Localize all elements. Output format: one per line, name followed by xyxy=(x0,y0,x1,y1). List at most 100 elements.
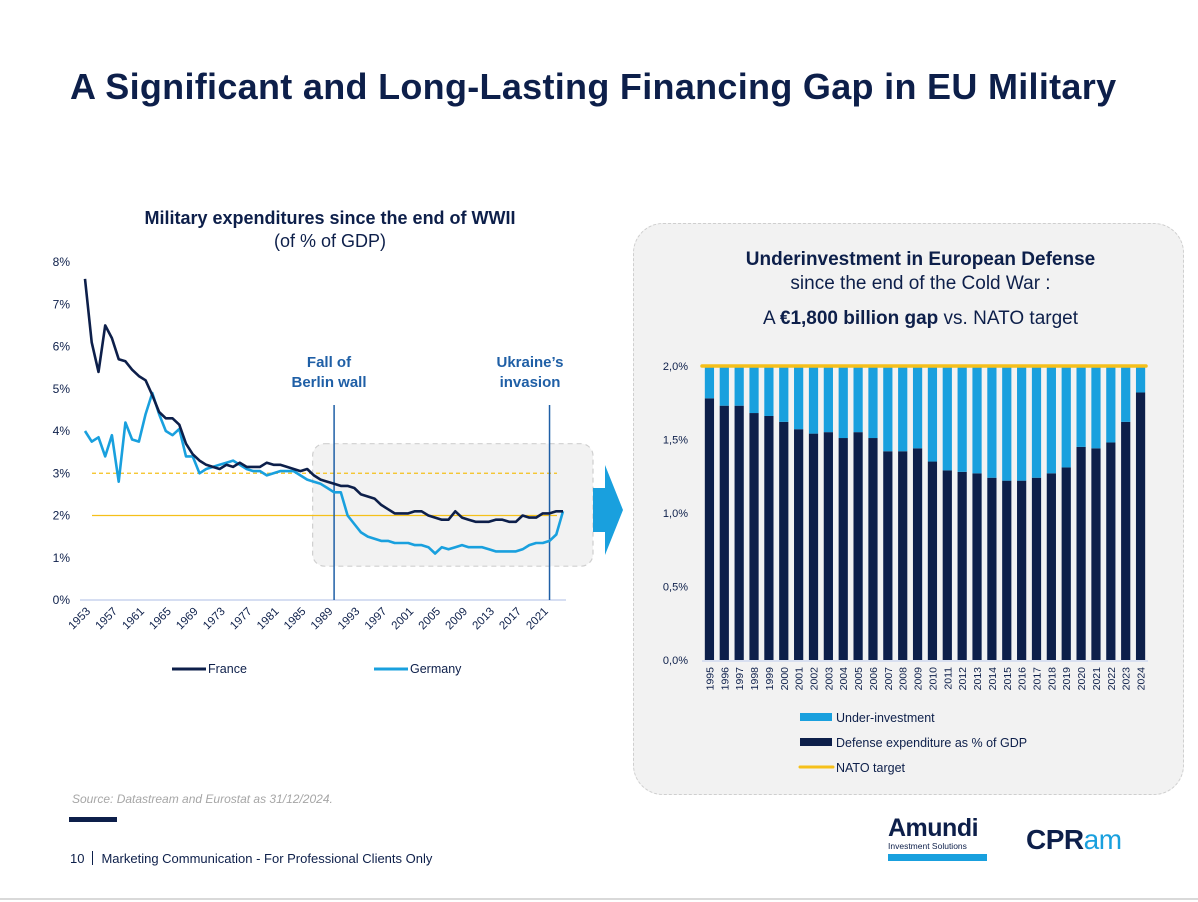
y-tick-label: 1% xyxy=(53,551,71,565)
bar-underinvestment xyxy=(883,366,893,452)
bar-y-tick-label: 0,5% xyxy=(663,582,688,594)
bar-underinvestment xyxy=(734,366,744,406)
bar-underinvestment xyxy=(704,366,715,399)
page-number: 10 xyxy=(70,851,85,866)
x-tick-label: 1957 xyxy=(93,606,120,633)
bar-defense xyxy=(927,461,938,660)
gap-statement: A €1,800 billion gap vs. NATO target xyxy=(633,308,1198,330)
bar-y-tick-label: 2,0% xyxy=(663,361,688,373)
bar-defense xyxy=(972,473,982,660)
cpram-logo-part2: am xyxy=(1083,824,1122,855)
bar-x-tick-label: 2015 xyxy=(1002,667,1014,691)
bar-underinvestment xyxy=(719,366,729,406)
bar-defense xyxy=(1135,392,1146,660)
series-line-germany xyxy=(83,391,565,555)
bar-chart-title: Underinvestment in European Defense sinc… xyxy=(633,248,1198,296)
bar-defense xyxy=(1106,442,1116,660)
accent-bar xyxy=(69,817,117,822)
bar-defense xyxy=(734,405,744,660)
y-tick-label: 6% xyxy=(53,340,71,354)
x-tick-label: 1953 xyxy=(67,606,94,633)
bar-legend-label: NATO target xyxy=(836,761,906,775)
bar-x-tick-label: 2016 xyxy=(1017,667,1029,691)
x-tick-label: 2001 xyxy=(390,606,417,633)
y-tick-label: 2% xyxy=(53,509,71,523)
amundi-logo-sub: Investment Solutions xyxy=(888,841,967,851)
gap-suffix: vs. NATO target xyxy=(938,308,1079,329)
bar-x-tick-label: 2007 xyxy=(883,667,895,691)
x-tick-label: 1981 xyxy=(255,606,282,633)
bar-chart-subtitle: since the end of the Cold War : xyxy=(790,273,1051,294)
bar-x-tick-label: 2012 xyxy=(957,667,969,691)
bar-y-tick-label: 1,0% xyxy=(663,508,688,520)
bar-x-tick-label: 1997 xyxy=(734,667,746,691)
bar-underinvestment xyxy=(1017,366,1027,481)
bar-x-tick-label: 2022 xyxy=(1106,667,1118,691)
legend-label-france: France xyxy=(208,662,247,676)
bar-underinvestment xyxy=(927,366,938,462)
page-title: A Significant and Long-Lasting Financing… xyxy=(70,66,1117,107)
bar-x-tick-label: 2006 xyxy=(868,667,880,691)
bar-x-tick-label: 2009 xyxy=(913,667,925,691)
amundi-logo: Amundi Investment Solutions xyxy=(888,815,987,861)
bar-underinvestment xyxy=(912,366,923,449)
bar-defense xyxy=(942,470,952,660)
x-tick-label: 1985 xyxy=(282,606,309,633)
bar-defense xyxy=(1017,480,1027,660)
bar-underinvestment xyxy=(1061,366,1071,468)
legend-label-germany: Germany xyxy=(410,662,462,676)
bar-defense xyxy=(987,477,997,660)
bar-defense xyxy=(1031,477,1042,660)
y-tick-label: 3% xyxy=(53,466,71,480)
x-tick-label: 1977 xyxy=(228,606,255,633)
bar-underinvestment xyxy=(1002,366,1012,481)
bar-underinvestment xyxy=(972,366,982,474)
line-chart-title-bold: Military expenditures since the end of W… xyxy=(144,208,516,228)
annotation-label: Fall of xyxy=(307,354,352,371)
bar-defense xyxy=(868,438,878,660)
bar-defense xyxy=(1002,480,1012,660)
bar-x-tick-label: 2018 xyxy=(1046,667,1058,691)
bar-underinvestment xyxy=(1076,366,1086,447)
y-tick-label: 7% xyxy=(53,297,71,311)
x-tick-label: 1973 xyxy=(201,606,228,633)
x-tick-label: 2021 xyxy=(524,606,551,633)
bar-underinvestment xyxy=(823,366,833,433)
bar-defense xyxy=(957,471,967,660)
y-tick-label: 8% xyxy=(53,255,71,269)
bar-x-tick-label: 2010 xyxy=(927,667,939,691)
bar-defense xyxy=(898,451,908,660)
bar-underinvestment xyxy=(853,366,863,433)
bar-y-tick-label: 1,5% xyxy=(663,435,688,447)
bar-x-tick-label: 1999 xyxy=(764,667,776,691)
y-tick-label: 0% xyxy=(53,593,71,607)
bar-underinvestment xyxy=(1046,366,1056,474)
x-tick-label: 1965 xyxy=(147,606,174,633)
bar-underinvestment xyxy=(779,366,789,422)
bar-underinvestment xyxy=(794,366,804,430)
line-chart-subtitle: (of % of GDP) xyxy=(273,231,387,251)
line-chart-title: Military expenditures since the end of W… xyxy=(90,207,570,253)
bar-x-tick-label: 1995 xyxy=(704,667,716,691)
bar-chart-title-bold: Underinvestment in European Defense xyxy=(745,249,1096,270)
amundi-logo-bar xyxy=(888,854,987,861)
bar-underinvestment xyxy=(838,366,848,439)
bar-x-tick-label: 2017 xyxy=(1032,667,1044,691)
bar-defense xyxy=(1091,448,1101,660)
bar-x-tick-label: 2003 xyxy=(823,667,835,691)
bar-y-tick-label: 0,0% xyxy=(663,655,688,667)
bar-defense xyxy=(838,438,848,660)
bar-underinvestment xyxy=(1031,366,1042,478)
bar-defense xyxy=(704,398,715,660)
x-tick-label: 1997 xyxy=(363,606,390,633)
bar-defense xyxy=(883,451,893,660)
bar-underinvestment xyxy=(808,366,819,434)
bar-underinvestment xyxy=(987,366,997,478)
source-note: Source: Datastream and Eurostat as 31/12… xyxy=(72,792,333,806)
bar-x-tick-label: 2001 xyxy=(794,667,806,691)
annotation-label: Ukraine’s xyxy=(497,354,564,371)
gap-prefix: A xyxy=(762,308,780,329)
bar-x-tick-label: 2019 xyxy=(1061,667,1073,691)
bar-defense xyxy=(853,432,863,660)
